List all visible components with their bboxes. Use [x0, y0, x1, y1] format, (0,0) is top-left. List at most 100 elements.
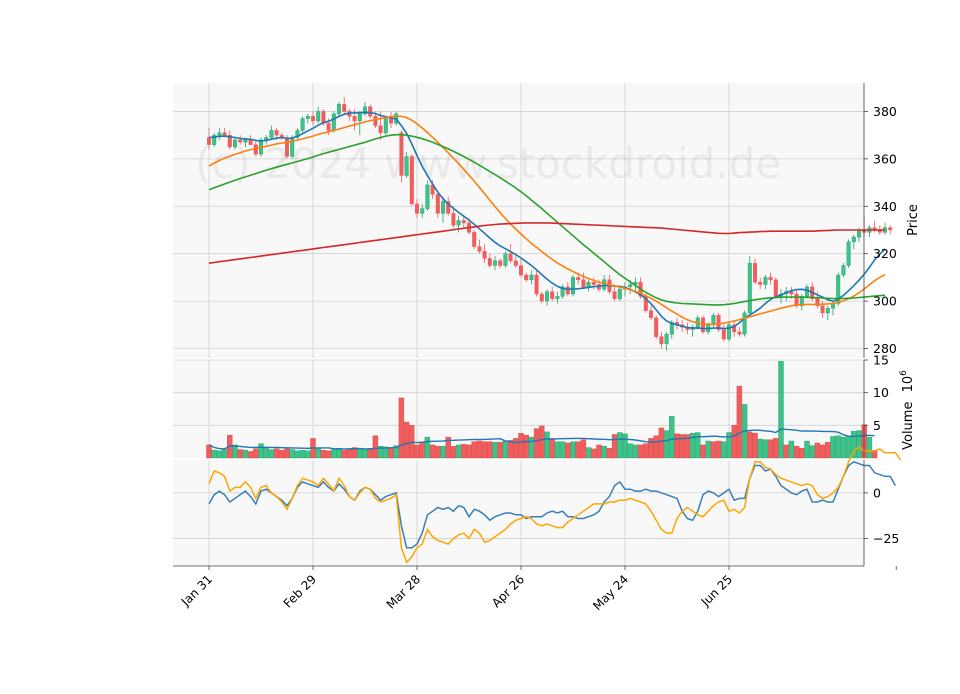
volume-bar: [715, 440, 722, 459]
candle-body: [404, 156, 409, 176]
candle-body: [581, 279, 586, 288]
candle-body: [747, 262, 752, 314]
volume-bar: [502, 440, 509, 459]
price-tick-label: 360: [873, 151, 897, 166]
candle-body: [560, 286, 565, 297]
candle-body: [529, 274, 534, 280]
volume-bar: [591, 448, 597, 459]
volume-bar: [336, 448, 342, 459]
moving-average-lines: [208, 111, 886, 330]
volume-bar: [845, 436, 852, 459]
volume-bar: [840, 436, 847, 459]
candle-body: [316, 111, 321, 122]
candle-body: [482, 251, 487, 259]
volume-bar: [606, 448, 613, 459]
volume-bar: [450, 446, 457, 459]
volume-bar: [435, 446, 441, 459]
oscillator-line-a: [208, 460, 897, 549]
volume-bar: [617, 432, 623, 459]
volume-bar: [305, 450, 311, 459]
volume-bar: [507, 440, 514, 459]
candle-body: [441, 201, 446, 214]
price-tick-label: 280: [873, 341, 897, 356]
volume-bar: [778, 361, 784, 459]
candle-body: [311, 115, 316, 122]
candle-body: [227, 134, 232, 148]
candle-body: [274, 130, 279, 136]
volume-bar: [273, 448, 280, 459]
candle-body: [326, 123, 331, 131]
candle-body: [425, 184, 430, 209]
osc-tick-label: −25: [873, 531, 899, 546]
candle-body: [753, 262, 758, 283]
price-tick-label: 380: [873, 104, 897, 119]
volume-bar: [851, 431, 857, 459]
candle-body: [841, 265, 846, 276]
volume-tick-label: 5: [873, 418, 881, 433]
volume-bar: [710, 441, 717, 459]
volume-bar: [247, 451, 254, 459]
candle-body: [721, 329, 726, 340]
volume-bar: [341, 449, 347, 459]
volume-axis-label: Volume 106: [899, 370, 916, 450]
volume-bar: [279, 449, 285, 459]
volume-bar: [544, 431, 550, 459]
volume-bar: [554, 441, 561, 459]
volume-bar: [242, 449, 249, 459]
volume-bar: [627, 443, 633, 459]
volume-bar: [799, 448, 805, 459]
volume-bar: [767, 439, 774, 459]
volume-bar: [565, 442, 571, 459]
x-tick-label: Apr 26: [489, 572, 527, 610]
volume-bar: [253, 448, 259, 459]
ma-fast-line: [208, 111, 886, 330]
volume-tick-label: 10: [873, 385, 889, 400]
candle-body: [409, 156, 414, 205]
volume-bar: [325, 450, 332, 459]
volume-average-line: [208, 428, 875, 450]
candle-body: [654, 317, 659, 337]
ma-mid-line: [208, 115, 886, 326]
volume-bar: [669, 415, 675, 459]
volume-bar: [549, 438, 555, 459]
candle-body: [243, 139, 248, 143]
candle-body: [732, 324, 737, 333]
candle-body: [378, 125, 383, 133]
candle-body: [363, 106, 368, 115]
volume-bar: [492, 442, 498, 459]
candle-body: [534, 274, 539, 295]
x-tick-label: Jan 31: [178, 572, 215, 609]
candle-body: [472, 232, 477, 247]
volume-bars: [206, 361, 878, 459]
candle-body: [461, 220, 466, 224]
volume-bar: [466, 444, 472, 459]
volume-axis-scale: 106: [899, 370, 916, 393]
volume-bar: [559, 441, 566, 459]
volume-bar: [440, 446, 446, 459]
candle-body: [758, 281, 763, 285]
price-candles: [206, 97, 893, 351]
volume-bar: [258, 443, 264, 459]
volume-bar: [825, 442, 831, 459]
volume-bar: [357, 448, 363, 459]
volume-bar: [726, 432, 732, 459]
volume-bar: [700, 444, 706, 459]
volume-bar: [414, 444, 420, 459]
ma-long-line: [208, 222, 885, 264]
volume-bar: [518, 432, 524, 459]
volume-axis-label-text: Volume: [901, 402, 916, 450]
volume-bar: [731, 425, 737, 459]
osc-tick-label: 0: [873, 485, 881, 500]
volume-bar: [476, 440, 483, 459]
candle-body: [337, 104, 342, 115]
candle-body: [565, 286, 570, 295]
candle-body: [768, 277, 773, 280]
x-tick-label: Mar 28: [384, 572, 423, 611]
candle-body: [851, 236, 856, 243]
volume-bar: [362, 448, 368, 459]
candle-body: [451, 213, 456, 226]
candle-body: [212, 134, 217, 145]
x-tick-label: Jun 25: [698, 572, 735, 609]
ma-slow-line: [208, 133, 886, 306]
candle-body: [222, 132, 227, 136]
